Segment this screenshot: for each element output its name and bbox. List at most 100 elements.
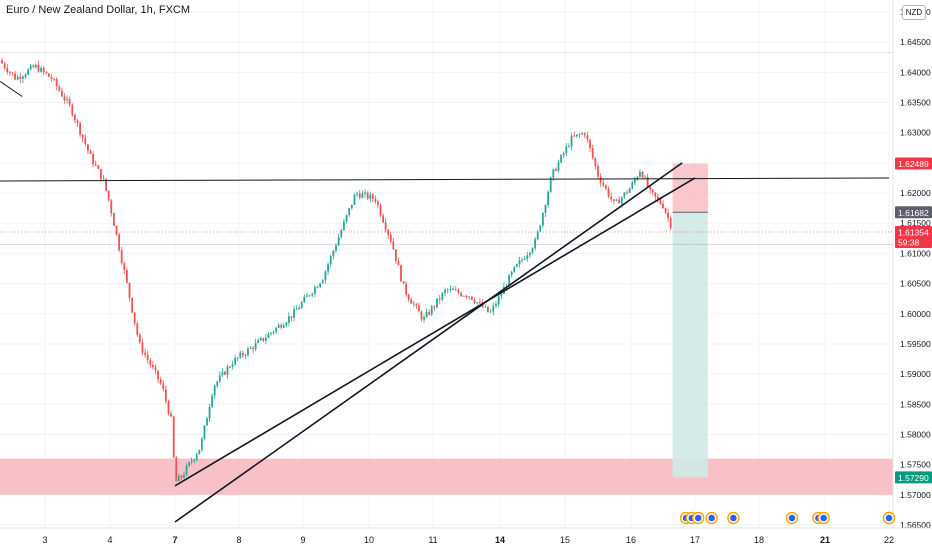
- candle-body: [423, 317, 425, 320]
- candle-body: [476, 302, 479, 304]
- candle-body: [288, 316, 290, 323]
- candle-body: [583, 133, 586, 136]
- candle-body: [612, 199, 615, 201]
- candle-body: [154, 367, 157, 371]
- candle-body: [454, 289, 457, 291]
- candle-body: [133, 312, 136, 324]
- candle-body: [177, 475, 180, 482]
- candle-body: [272, 331, 275, 333]
- candle-body: [513, 266, 516, 272]
- candle-body: [599, 176, 602, 183]
- price-axis[interactable]: 1.650001.645001.640001.635001.630001.625…: [892, 0, 932, 550]
- candle-body: [479, 302, 481, 304]
- candle-body: [392, 241, 395, 250]
- candle-body: [626, 192, 628, 194]
- price-tick-label: 1.60000: [900, 309, 931, 319]
- time-tick-label: 7: [172, 535, 177, 545]
- candle-body: [218, 375, 221, 382]
- candle-body: [324, 271, 327, 281]
- candle-body: [55, 79, 58, 87]
- candle-body: [11, 72, 14, 74]
- candle-body: [270, 332, 272, 334]
- candle-body: [282, 325, 285, 328]
- candle-body: [316, 286, 319, 288]
- candle-body: [607, 188, 610, 197]
- candle-body: [526, 255, 529, 259]
- candle-body: [646, 176, 649, 187]
- candle-body: [389, 234, 392, 242]
- candle-body: [81, 134, 84, 138]
- candle-body: [468, 296, 471, 298]
- trendline-1[interactable]: [174, 162, 683, 523]
- candle-body: [544, 205, 547, 213]
- candle-body: [35, 64, 37, 68]
- candle-body: [489, 311, 492, 313]
- currency-badge[interactable]: NZD: [902, 5, 926, 20]
- candle-body: [48, 73, 50, 77]
- price-tick-label: 1.57000: [900, 490, 931, 500]
- candle-body: [337, 237, 340, 246]
- candle-body: [32, 65, 35, 68]
- candle-body: [659, 198, 662, 204]
- candle-body: [369, 194, 372, 199]
- candle-body: [523, 258, 526, 260]
- time-axis[interactable]: 3 4 7 8 9 10 11 14 15 16 17 18 21 22: [0, 527, 932, 550]
- candle-body: [394, 249, 397, 261]
- candle-body: [542, 212, 544, 226]
- candle-body: [58, 86, 61, 91]
- candle-body: [428, 312, 431, 315]
- event-marker-dot: [708, 514, 715, 522]
- trendlines[interactable]: [0, 80, 890, 523]
- candle-body: [356, 193, 359, 195]
- candle-body: [562, 153, 565, 156]
- event-marker-dot: [730, 514, 737, 522]
- candle-body: [641, 171, 644, 178]
- candle-body: [262, 337, 265, 341]
- price-tick-label: 1.57500: [900, 460, 931, 470]
- price-tick-label: 1.64000: [900, 67, 931, 77]
- candle-body: [457, 289, 460, 293]
- candle-body: [654, 192, 657, 197]
- candle-body: [465, 295, 468, 298]
- candle-body: [578, 134, 581, 136]
- candle-body: [131, 297, 133, 313]
- candle-body: [183, 474, 185, 478]
- candle-body: [16, 76, 19, 80]
- candles: [1, 57, 672, 482]
- candle-body: [518, 260, 521, 265]
- candle-body: [400, 265, 402, 282]
- price-label-value: 1.62489: [898, 159, 929, 169]
- candle-body: [462, 295, 465, 297]
- candle-body: [358, 193, 361, 198]
- candle-body: [441, 292, 444, 300]
- resistance-line[interactable]: [0, 177, 890, 182]
- candle-body: [244, 355, 247, 356]
- time-tick-label: 16: [626, 535, 636, 545]
- candle-body: [516, 264, 518, 267]
- candle-body: [257, 340, 260, 343]
- price-label-value: 1.57290: [898, 473, 929, 483]
- candle-body: [371, 194, 374, 199]
- zones: [0, 52, 893, 495]
- candle-body: [224, 371, 226, 375]
- candle-body: [555, 169, 557, 171]
- candle-body: [510, 271, 513, 276]
- candle-body: [460, 292, 463, 296]
- candle-body: [402, 281, 405, 284]
- candle-body: [200, 438, 203, 450]
- candle-body: [165, 389, 167, 402]
- trendline-2[interactable]: [174, 177, 696, 487]
- price-label-box: [895, 157, 932, 170]
- candle-body: [149, 359, 152, 366]
- candle-body: [3, 63, 6, 68]
- candle-body: [433, 306, 436, 308]
- candle-body: [61, 90, 63, 97]
- event-markers[interactable]: [679, 511, 896, 525]
- candle-body: [557, 162, 560, 171]
- candle-body: [591, 148, 594, 159]
- candle-body: [623, 192, 626, 198]
- candle-body: [50, 76, 53, 80]
- event-marker-dot: [788, 514, 796, 522]
